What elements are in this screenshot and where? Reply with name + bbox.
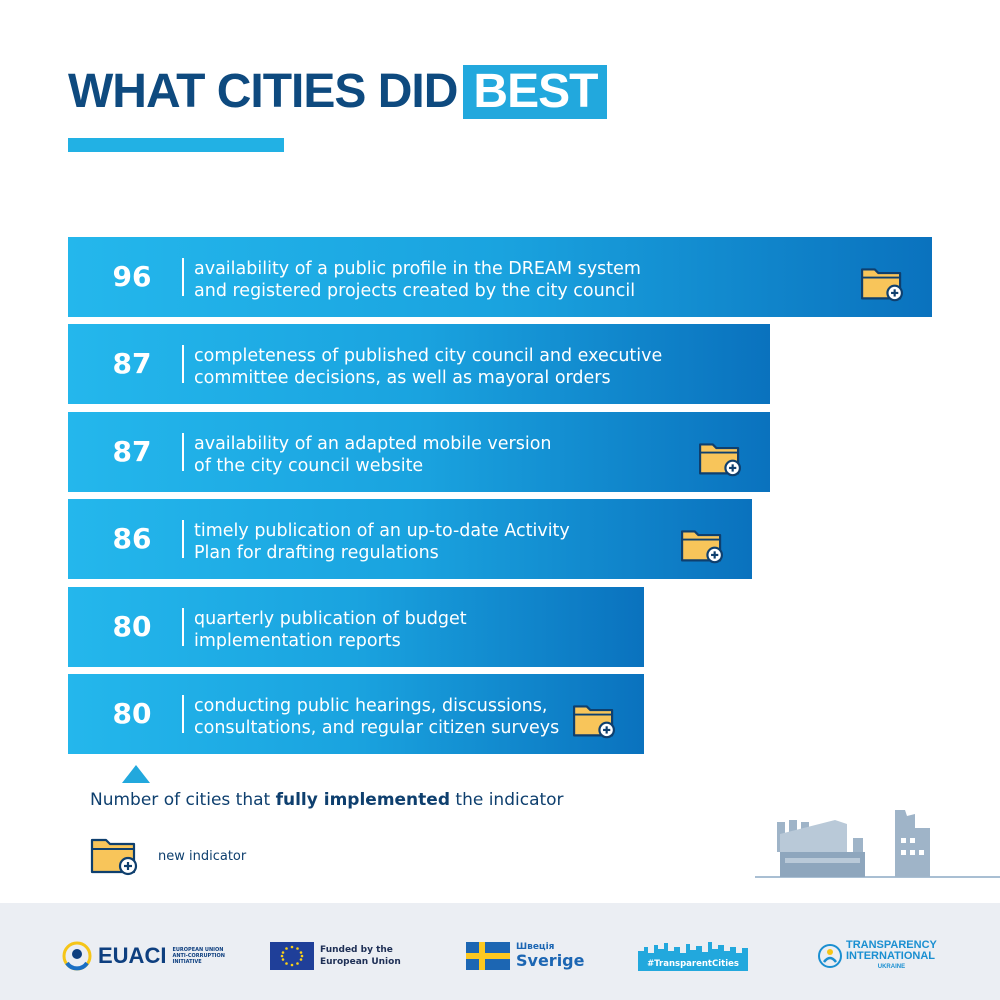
bar-divider	[182, 520, 184, 558]
folder-plus-icon	[698, 439, 742, 481]
title-underline	[68, 138, 284, 152]
folder-plus-icon	[572, 701, 616, 743]
bar-value-label: 80	[112, 697, 152, 730]
city-skyline-icon	[638, 942, 748, 959]
page-title: WHAT CITIES DID BEST	[68, 62, 608, 122]
legend-label: new indicator	[158, 849, 247, 864]
bar-value-label: 87	[112, 347, 152, 380]
ti-logo: TRANSPARENCY INTERNATIONAL UKRAINE	[818, 938, 937, 974]
pointer-triangle-icon	[122, 765, 150, 783]
bar-divider	[182, 608, 184, 646]
folder-plus-icon	[680, 526, 724, 568]
transparent-cities-logo: #TransparentCities	[638, 938, 748, 974]
bar-category-label: availability of a public profile in the …	[194, 259, 641, 301]
eu-logo: Funded by the European Union	[270, 938, 420, 974]
folder-plus-icon	[90, 834, 138, 880]
bar-divider	[182, 433, 184, 471]
bar-category-label: conducting public hearings, discussions,…	[194, 696, 560, 738]
title-main: WHAT CITIES DID	[68, 65, 458, 118]
bar-category-label: completeness of published city council a…	[194, 346, 663, 388]
bar-category-label: timely publication of an up-to-date Acti…	[194, 521, 570, 563]
bar-value-label: 80	[112, 610, 152, 643]
bar-divider	[182, 258, 184, 296]
axis-note-bold: fully implemented	[275, 790, 450, 810]
bar-category-label: quarterly publication of budget implemen…	[194, 609, 467, 651]
bar: 80 quarterly publication of budget implem…	[68, 587, 644, 667]
bar-divider	[182, 345, 184, 383]
eu-flag-icon	[270, 942, 314, 970]
sweden-logo: Швеція Sverige	[466, 938, 584, 974]
folder-plus-icon	[860, 264, 904, 306]
bar-divider	[182, 695, 184, 733]
bar: 87 completeness of published city council…	[68, 324, 770, 404]
euaci-emblem-icon	[62, 941, 92, 971]
bar-category-label: availability of an adapted mobile versio…	[194, 434, 552, 476]
bar-value-label: 96	[112, 260, 152, 293]
ti-emblem-icon	[818, 944, 842, 968]
sweden-flag-icon	[466, 942, 510, 970]
bar-value-label: 87	[112, 435, 152, 468]
title-highlight: BEST	[463, 65, 608, 119]
bar: 86 timely publication of an up-to-date Ac…	[68, 499, 752, 579]
bar-value-label: 86	[112, 522, 152, 555]
bar: 96 availability of a public profile in th…	[68, 237, 932, 317]
bar: 80 conducting public hearings, discussion…	[68, 674, 644, 754]
bar: 87 availability of an adapted mobile vers…	[68, 412, 770, 492]
axis-note: Number of cities that fully implemented …	[90, 790, 564, 810]
factory-illustration	[755, 808, 1000, 887]
euaci-logo: EUACI EUROPEAN UNION ANTI-CORRUPTION INI…	[62, 938, 230, 974]
